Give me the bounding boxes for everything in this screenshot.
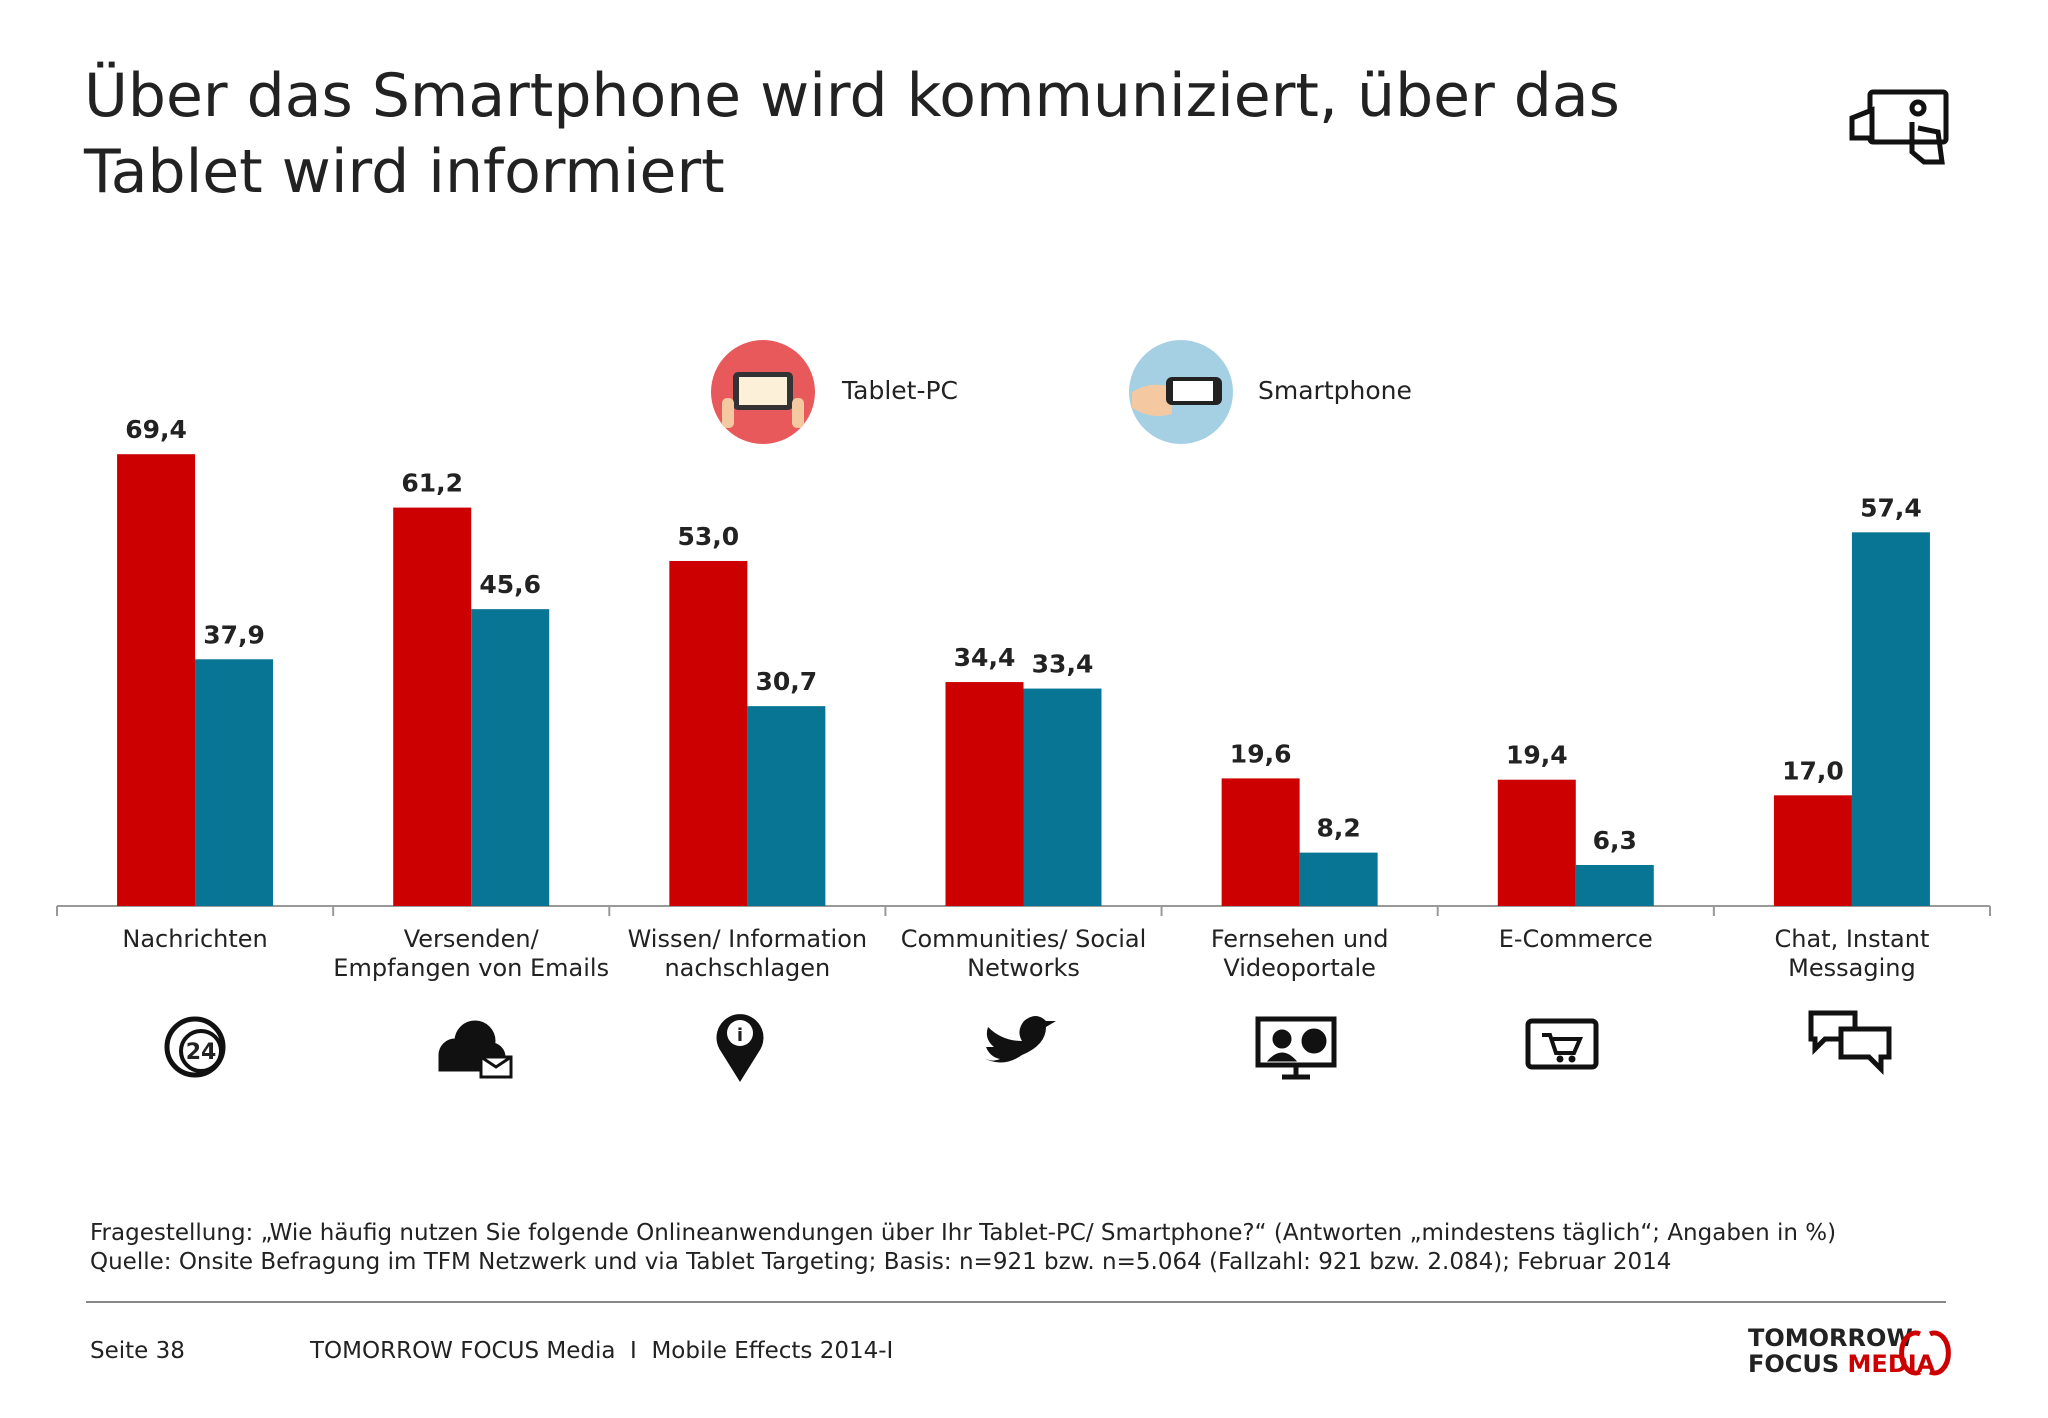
title-line: Tablet wird informiert [83, 137, 725, 207]
bar [1497, 779, 1576, 906]
title-line: Über das Smartphone wird kommuniziert, ü… [84, 60, 1620, 131]
tablet-icon [1849, 89, 1949, 165]
x-tick-label-line: Networks [967, 954, 1080, 982]
value-label: 19,4 [1506, 741, 1568, 770]
x-tick-label: Communities/ Social Networks [901, 925, 1147, 982]
logo-text: MEDIA [1848, 1350, 1936, 1378]
legend-label: Tablet-PC [841, 376, 958, 405]
value-label: 37,9 [203, 620, 265, 649]
value-label: 17,0 [1782, 756, 1844, 785]
x-tick-label-line: nachschlagen [664, 954, 830, 982]
value-label: 34,4 [954, 643, 1016, 672]
x-tick-label-line: Chat, Instant [1774, 925, 1929, 953]
x-tick-label: E-Commerce [1499, 925, 1653, 953]
value-label: 69,4 [125, 415, 187, 444]
x-tick-label-line: Fernsehen und [1211, 925, 1389, 953]
bar [471, 609, 550, 906]
publication: TOMORROW FOCUS Media I Mobile Effects 20… [309, 1338, 893, 1364]
svg-text:24: 24 [186, 1040, 217, 1065]
x-tick-label-line: Empfangen von Emails [333, 954, 609, 982]
bar [669, 560, 748, 906]
value-label: 45,6 [479, 570, 541, 599]
x-tick-label-line: E-Commerce [1499, 925, 1653, 953]
value-label: 30,7 [756, 667, 818, 696]
value-label: 53,0 [678, 522, 740, 551]
value-label: 6,3 [1593, 826, 1637, 855]
x-tick-label-line: Messaging [1788, 954, 1916, 982]
bar [1221, 778, 1300, 906]
bar [195, 659, 274, 906]
bar [945, 682, 1024, 906]
bar [1299, 852, 1378, 906]
logo-mark [1899, 1330, 1951, 1376]
value-label: 33,4 [1032, 650, 1094, 679]
page-number: Seite 38 [90, 1338, 185, 1364]
legend-icon-tablet [711, 340, 815, 444]
x-tick-label: Chat, Instant Messaging [1774, 925, 1929, 982]
svg-text:i: i [737, 1025, 743, 1046]
value-label: 8,2 [1316, 814, 1360, 843]
x-tick-label: Versenden/Empfangen von Emails [333, 925, 609, 982]
legend-label: Smartphone [1258, 376, 1412, 405]
x-tick-label-line: Versenden/ [404, 925, 540, 953]
x-tick-label: Fernsehen und Videoportale [1211, 925, 1389, 982]
bar [1851, 532, 1930, 906]
bar [393, 507, 472, 906]
category-icons: 24 i [164, 1010, 1892, 1082]
note: Quelle: Onsite Befragung im TFM Netzwerk… [90, 1249, 1671, 1275]
x-tick-label-line: Wissen/ Information [628, 925, 868, 953]
bar [747, 706, 826, 906]
logo-text: TOMORROW [1748, 1324, 1913, 1352]
x-tick-label: Wissen/ Information nachschlagen [628, 925, 868, 982]
logo-text: FOCUS [1748, 1350, 1839, 1378]
note: Fragestellung: „Wie häufig nutzen Sie fo… [90, 1220, 1836, 1246]
x-tick-label-line: Communities/ Social [901, 925, 1147, 953]
value-label: 19,6 [1230, 739, 1292, 768]
value-label: 57,4 [1860, 493, 1922, 522]
bar [1773, 795, 1852, 906]
bar [1023, 688, 1102, 906]
x-tick-label-line: Nachrichten [122, 925, 267, 953]
logo-text: FOCUS MEDIA [1748, 1350, 1936, 1378]
bar [1575, 864, 1654, 906]
legend-icon-smartphone [1129, 340, 1233, 444]
x-tick-label-line: Videoportale [1223, 954, 1376, 982]
x-tick-label: Nachrichten [122, 925, 267, 953]
value-label: 61,2 [401, 469, 463, 498]
bar [117, 454, 196, 906]
